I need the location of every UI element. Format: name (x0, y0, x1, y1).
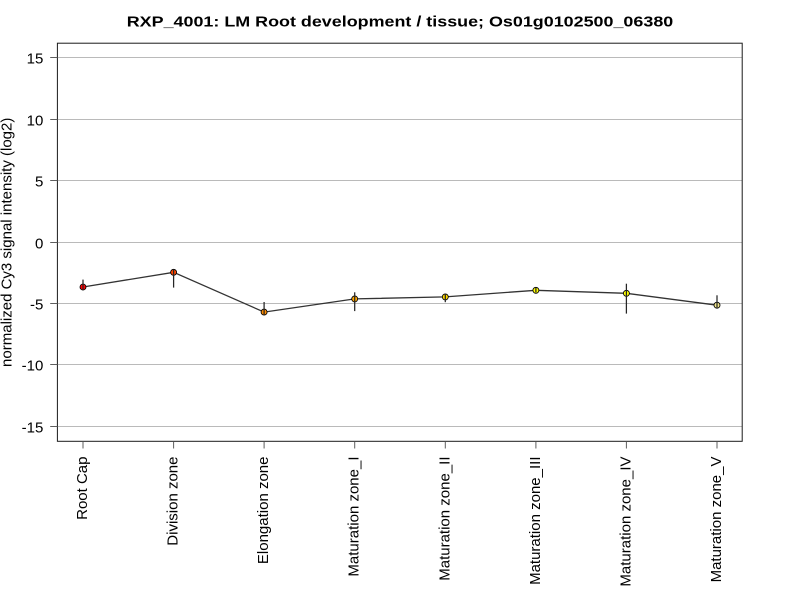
svg-text:15: 15 (27, 50, 44, 67)
svg-text:-15: -15 (22, 419, 44, 436)
svg-text:10: 10 (27, 112, 44, 129)
svg-text:5: 5 (35, 173, 43, 190)
svg-text:Maturation zone_I: Maturation zone_I (346, 457, 363, 577)
svg-text:Root Cap: Root Cap (74, 457, 91, 520)
svg-text:Maturation zone_V: Maturation zone_V (708, 457, 725, 583)
svg-text:Division zone: Division zone (165, 457, 182, 546)
svg-text:0: 0 (35, 235, 43, 252)
svg-text:normalized Cy3 signal intensit: normalized Cy3 signal intensity (log2) (0, 118, 16, 367)
svg-text:Maturation zone_III: Maturation zone_III (527, 457, 544, 585)
svg-text:Maturation zone_II: Maturation zone_II (436, 457, 453, 581)
svg-text:-10: -10 (22, 357, 44, 374)
svg-text:Maturation zone_IV: Maturation zone_IV (617, 457, 634, 587)
svg-text:Elongation zone: Elongation zone (255, 457, 272, 565)
svg-text:-5: -5 (30, 296, 43, 313)
svg-text:RXP_4001: LM Root development: RXP_4001: LM Root development / tissue; … (127, 14, 674, 31)
